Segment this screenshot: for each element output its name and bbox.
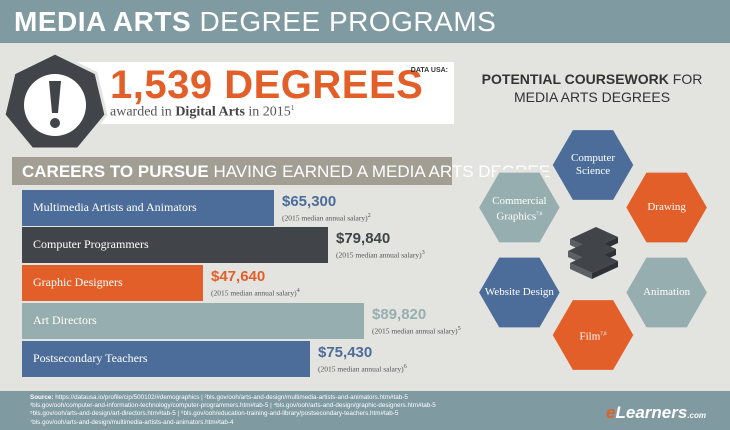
degrees-count: 1,539 DEGREES (110, 63, 424, 107)
data-source-tag: DATA USA: (410, 67, 448, 74)
sub-prefix: awarded in (110, 104, 176, 120)
career-bar-1: Computer Programmers (22, 227, 328, 263)
career-label: Art Directors (33, 313, 97, 327)
salary-2: $47,640 (2015 median annual salary)4 (211, 268, 300, 298)
source-line: ³bls.gov/ooh/computer-and-information-te… (30, 402, 436, 410)
career-bar-2: Graphic Designers (22, 265, 203, 301)
coursework-title-line2: MEDIA ARTS DEGREES (513, 89, 671, 105)
careers-heading-rest: HAVING EARNED A MEDIA ARTS DEGREE (208, 162, 551, 181)
career-label: Graphic Designers (33, 275, 123, 289)
degrees-stat-box: 1,539 DEGREES awarded in Digital Arts in… (50, 62, 454, 124)
sub-suffix: in 2015 (244, 104, 291, 120)
career-label: Postsecondary Teachers (33, 351, 148, 365)
salary-note: (2015 median annual salary)6 (318, 363, 407, 374)
course-label: Film7,8 (579, 330, 607, 343)
salary-note: (2015 median annual salary)2 (282, 212, 371, 223)
source-label: Source: (30, 394, 54, 401)
coursework-title-bold: POTENTIAL COURSEWORK (481, 71, 669, 87)
course-hexagon (549, 297, 637, 373)
salary-amount: $75,430 (318, 344, 373, 361)
course-hexagon (622, 254, 711, 331)
salary-amount: $47,640 (211, 268, 266, 285)
elearners-logo: eLearners.com (606, 403, 706, 423)
career-bar-3: Art Directors (22, 303, 364, 339)
salary-note: (2015 median annual salary)4 (211, 287, 300, 298)
title-light: DEGREE PROGRAMS (199, 6, 497, 37)
salary-1: $79,840 (2015 median annual salary)3 (336, 230, 425, 260)
degrees-subtitle: awarded in Digital Arts in 20151 (110, 104, 294, 121)
brand-com: .com (687, 411, 706, 420)
coursework-title-rest: FOR (668, 71, 703, 87)
salary-4: $75,430 (2015 median annual salary)6 (318, 344, 407, 374)
exclamation-icon (2, 53, 108, 151)
footer: Source: https://datausa.io/profile/cip/5… (0, 391, 730, 430)
careers-heading: CAREERS TO PURSUE HAVING EARNED A MEDIA … (22, 162, 550, 182)
salary-3: $89,820 (2015 median annual salary)5 (372, 306, 461, 336)
sources-text: Source: https://datausa.io/profile/cip/5… (30, 394, 590, 427)
course-label: Computer Science (571, 152, 615, 177)
course-hexagon (549, 127, 637, 203)
coursework-title: POTENTIAL COURSEWORK FOR MEDIA ARTS DEGR… (470, 70, 714, 106)
salary-amount: $65,300 (282, 193, 337, 210)
title-bold: MEDIA ARTS (14, 6, 192, 37)
career-label: Computer Programmers (33, 237, 149, 251)
sub-field: Digital Arts (175, 104, 245, 120)
course-label: Website Design (484, 285, 554, 298)
career-bar-4: Postsecondary Teachers (22, 341, 310, 377)
page-title: MEDIA ARTS DEGREE PROGRAMS (14, 6, 496, 38)
salary-note: (2015 median annual salary)3 (336, 249, 425, 260)
course-label: Drawing (647, 200, 686, 213)
course-hexagon (475, 169, 564, 246)
course-hexagon (622, 169, 711, 246)
brand-rest: Learners (615, 403, 688, 422)
career-label: Multimedia Artists and Animators (33, 200, 197, 214)
brand-e: e (606, 403, 616, 422)
source-line: ⁵bls.gov/ooh/arts-and-design/art-directo… (30, 410, 399, 418)
course-hexagon (475, 254, 564, 331)
header-banner: MEDIA ARTS DEGREE PROGRAMS (0, 0, 730, 43)
salary-note: (2015 median annual salary)5 (372, 325, 461, 336)
salary-amount: $89,820 (372, 306, 427, 323)
career-bar-0: Multimedia Artists and Animators (22, 190, 274, 226)
source-line: ⁷bls.gov/ooh/arts-and-design/multimedia-… (30, 418, 234, 426)
course-label: Commercial Graphics7,8 (492, 194, 547, 223)
careers-banner: CAREERS TO PURSUE HAVING EARNED A MEDIA … (12, 157, 550, 185)
coursework-hexagons (475, 127, 711, 373)
books-stack-icon (568, 227, 618, 279)
course-label: Animation (643, 285, 691, 298)
salary-0: $65,300 (2015 median annual salary)2 (282, 193, 371, 223)
salary-amount: $79,840 (336, 230, 391, 247)
careers-heading-bold: CAREERS TO PURSUE (22, 162, 209, 181)
source-line: https://datausa.io/profile/cip/500102/#d… (53, 394, 408, 401)
sub-ref: 1 (290, 104, 295, 112)
